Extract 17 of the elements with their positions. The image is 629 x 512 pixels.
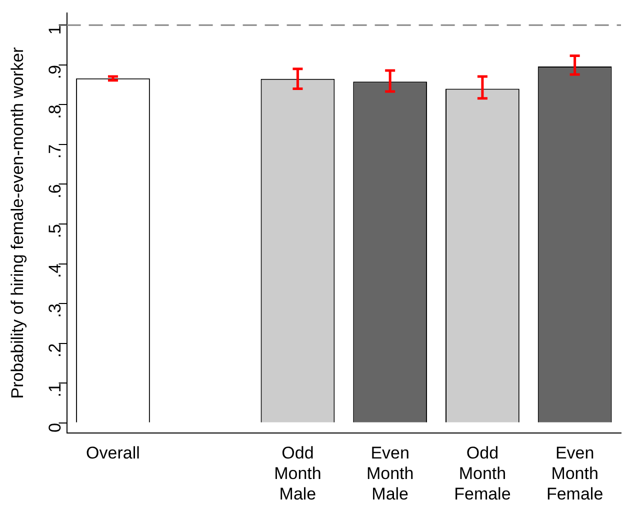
y-tick-label: 0: [45, 422, 64, 432]
y-tick-label: .9: [45, 64, 64, 80]
y-tick-label: .1: [45, 383, 64, 398]
x-tick-label: Overall: [86, 444, 140, 463]
x-tick-label: Even Month Female: [546, 444, 604, 504]
y-axis-title: Probability of hiring female-even-month worker: [8, 46, 27, 399]
y-tick-label: .7: [45, 144, 64, 159]
x-tick-label: Even Month Male: [366, 444, 414, 504]
y-tick-label: .8: [45, 104, 64, 119]
x-tick-label: Odd Month Female: [454, 444, 511, 504]
y-tick-label: .4: [45, 264, 64, 278]
y-tick-label: .3: [45, 304, 64, 318]
y-tick-label: .2: [45, 343, 64, 358]
y-tick-label: .6: [45, 184, 64, 198]
y-tick-label: .5: [45, 224, 64, 238]
x-tick-label: Odd Month Male: [274, 444, 322, 504]
y-tick-label: 1: [45, 25, 64, 35]
